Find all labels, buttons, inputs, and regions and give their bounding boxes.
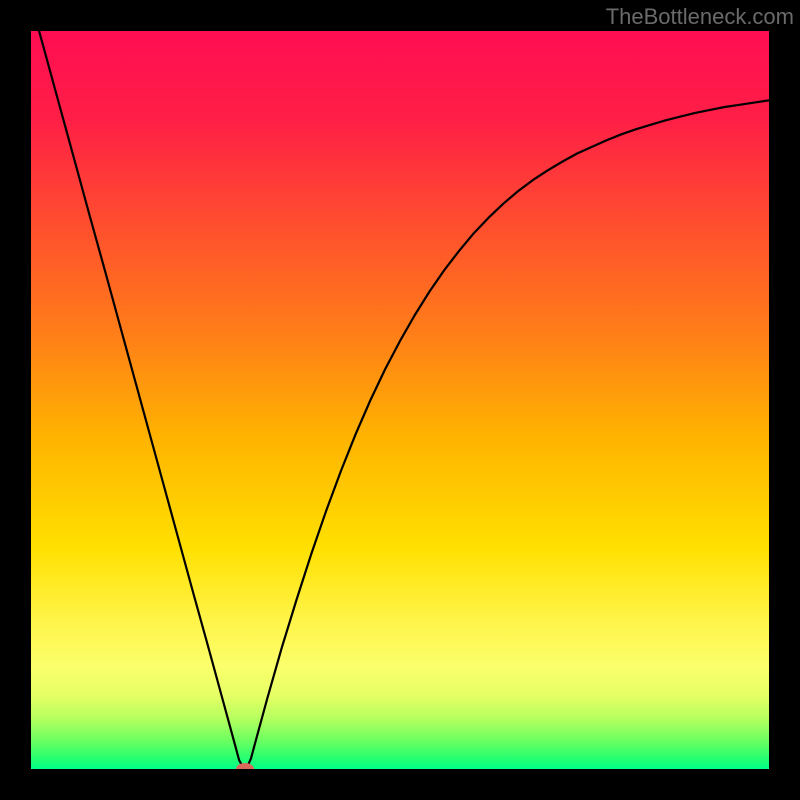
plot-area [31,31,769,769]
watermark-text: TheBottleneck.com [606,4,794,30]
bottleneck-curve-chart [31,31,769,769]
gradient-background [31,31,769,769]
chart-container: TheBottleneck.com [0,0,800,800]
